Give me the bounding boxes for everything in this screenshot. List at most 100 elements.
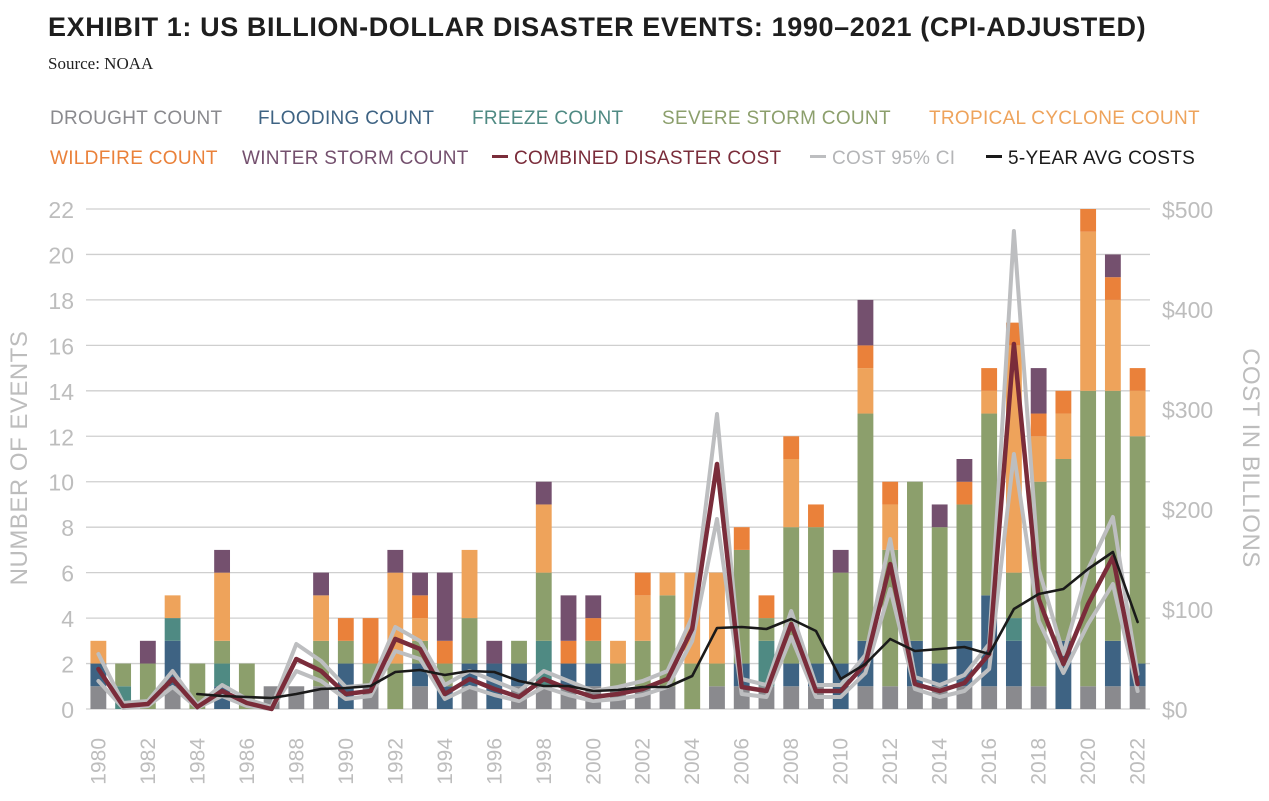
y-left-tick-label: 8 [61,515,74,541]
legend-cost-ci: COST 95% CI [832,148,956,169]
bar-wildfire [337,618,354,641]
bar-severe-storm [634,640,651,687]
bar-tropical-cyclone [659,572,676,596]
bar-wildfire [412,595,428,619]
y-right-tick-label: $0 [1162,697,1188,723]
bar-tropical-cyclone [313,595,329,641]
bar-winter-storm [214,549,231,573]
bar-drought [313,686,329,709]
x-tick-label: 2022 [1127,738,1150,785]
y-left-tick-label: 0 [61,697,74,723]
bar-wildfire [882,481,899,505]
bar-flooding [783,663,800,687]
bar-severe-storm [857,413,874,641]
bar-drought [857,686,874,709]
y-right-tick-label: $100 [1162,597,1213,623]
bar-winter-storm [1104,254,1121,278]
bar-winter-storm [956,459,973,482]
y-right-tick-label: $300 [1162,397,1213,423]
bar-tropical-cyclone [461,549,478,619]
bar-winter-storm [436,572,453,641]
bar-severe-storm [214,640,231,664]
legend-cost-ci-item: COST 95% CI [810,148,955,170]
bar-tropical-cyclone [535,504,552,573]
x-tick-label: 1996 [483,738,506,785]
bar-wildfire [560,640,577,664]
y-left-tick-label: 22 [48,197,74,223]
legend-severe-storm: SEVERE STORM COUNT [662,108,891,129]
y-left-tick-label: 10 [48,470,74,496]
bar-severe-storm [115,663,132,687]
legend-five-year-avg: 5-YEAR AVG COSTS [1008,148,1196,169]
bar-severe-storm [1129,436,1146,664]
bar-tropical-cyclone [857,368,874,414]
legend-cost-ci-swatch [810,155,826,159]
bar-severe-storm [535,572,552,641]
bar-winter-storm [832,549,849,573]
bar-drought [659,686,676,709]
bar-winter-storm [387,549,404,573]
bar-winter-storm [313,572,329,596]
legend-flooding: FLOODING COUNT [258,108,435,129]
bar-tropical-cyclone [1030,436,1047,482]
legend-five-year-avg-swatch [986,155,1002,159]
bar-freeze [164,618,181,641]
chart-title: EXHIBIT 1: US BILLION-DOLLAR DISASTER EV… [48,12,1147,42]
bar-tropical-cyclone [214,572,231,641]
bar-flooding [585,663,602,687]
legend-wildfire: WILDFIRE COUNT [50,148,218,169]
bar-drought [981,686,998,709]
bar-wildfire [585,618,602,641]
bar-wildfire [857,345,874,369]
bar-tropical-cyclone [634,595,651,641]
bar-tropical-cyclone [709,572,725,664]
y-right-tick-label: $200 [1162,497,1213,523]
bar-wildfire [362,618,379,664]
x-tick-label: 1984 [186,738,209,785]
bar-severe-storm [931,527,948,664]
bar-tropical-cyclone [1104,299,1121,391]
y-left-tick-label: 18 [48,288,74,314]
bar-winter-storm [560,595,577,641]
bar-freeze [1005,618,1022,641]
bar-tropical-cyclone [412,618,428,641]
x-tick-label: 1980 [87,738,110,785]
x-tick-label: 2002 [632,738,655,785]
bar-freeze [214,663,231,687]
x-tick-label: 2012 [879,738,902,785]
legend-winter-storm: WINTER STORM COUNT [242,148,469,169]
y-left-axis-title: NUMBER OF EVENTS [6,331,33,586]
chart-source: Source: NOAA [48,54,154,73]
bar-wildfire [956,481,973,505]
bar-severe-storm [956,504,973,641]
legend-tropical-cyclone: TROPICAL CYCLONE COUNT [929,108,1200,129]
x-tick-label: 2008 [780,738,803,785]
x-tick-label: 2016 [978,738,1001,785]
bar-severe-storm [832,572,849,664]
y-left-tick-label: 12 [48,424,74,450]
bar-flooding [90,663,107,687]
x-tick-label: 1992 [384,738,407,785]
y-left-tick-label: 6 [61,561,74,587]
bar-wildfire [1055,390,1072,414]
x-tick-label: 2004 [681,738,704,785]
bar-drought [783,686,800,709]
bar-severe-storm [1055,459,1072,641]
bar-winter-storm [535,481,552,505]
legend-combined-cost-swatch [492,155,508,159]
bar-drought [1129,686,1146,709]
bar-drought [288,686,305,709]
x-tick-label: 1994 [434,738,457,785]
bar-drought [1030,686,1047,709]
bar-winter-storm [139,640,156,664]
bar-tropical-cyclone [164,595,181,619]
x-tick-label: 2018 [1028,738,1051,785]
bar-tropical-cyclone [783,459,800,528]
bar-winter-storm [931,504,948,528]
bar-wildfire [1129,368,1146,391]
bar-tropical-cyclone [610,640,626,664]
x-tick-label: 1990 [335,738,358,785]
x-tick-label: 1988 [285,738,308,785]
bar-severe-storm [337,640,354,664]
legend-five-year-avg-item: 5-YEAR AVG COSTS [986,148,1195,170]
